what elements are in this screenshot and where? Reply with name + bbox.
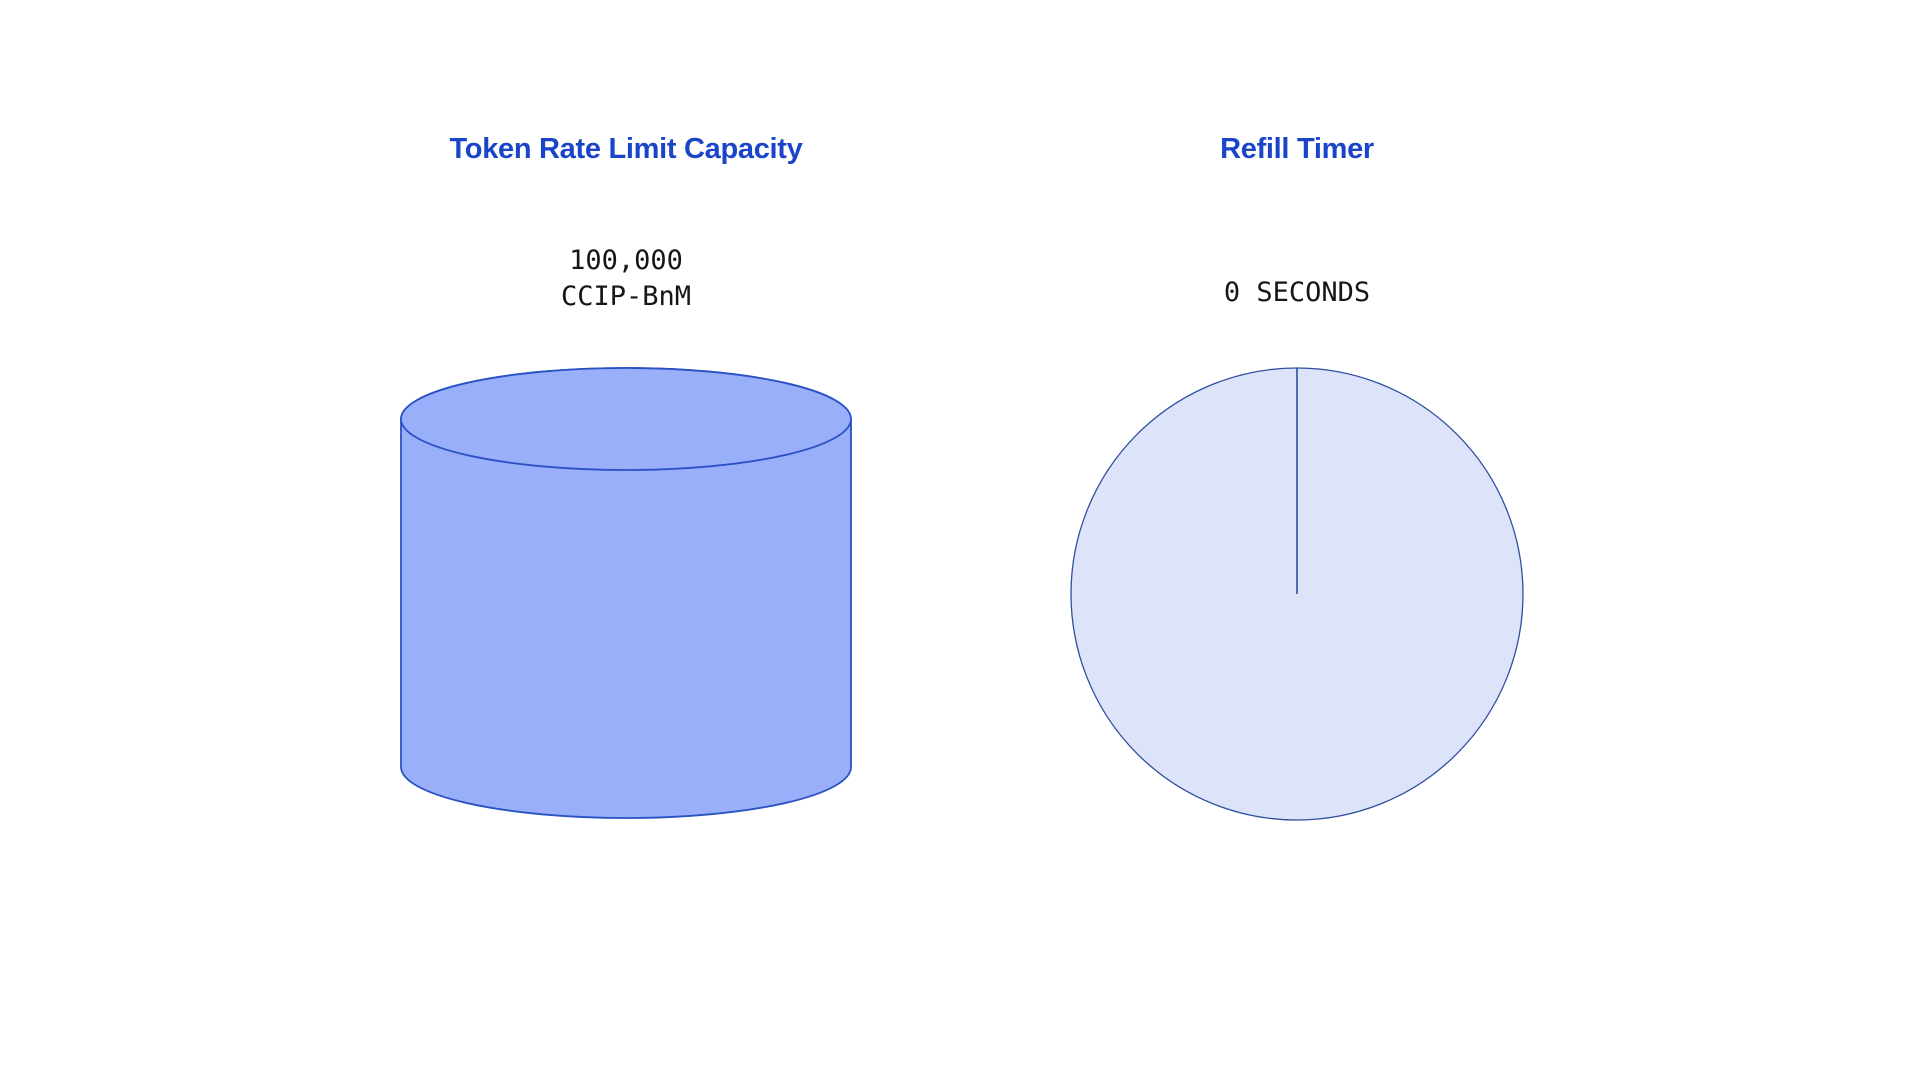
- cylinder-top-ellipse: [400, 367, 852, 471]
- capacity-cylinder: [400, 367, 852, 819]
- capacity-chart: Token Rate Limit Capacity 100,000 CCIP-B…: [399, 0, 853, 1080]
- capacity-value: 100,000: [569, 245, 683, 276]
- capacity-value-block: 100,000 CCIP-BnM: [399, 243, 853, 315]
- refill-chart-title: Refill Timer: [1220, 133, 1374, 165]
- capacity-token-label: CCIP-BnM: [560, 281, 692, 312]
- refill-value-block: 0 SECONDS: [1069, 275, 1525, 311]
- refill-timer-dial: [1070, 367, 1524, 821]
- capacity-chart-title: Token Rate Limit Capacity: [449, 133, 803, 165]
- refill-chart: Refill Timer 0 SECONDS: [1069, 0, 1525, 1080]
- refill-seconds-label: 0 SECONDS: [1223, 277, 1371, 308]
